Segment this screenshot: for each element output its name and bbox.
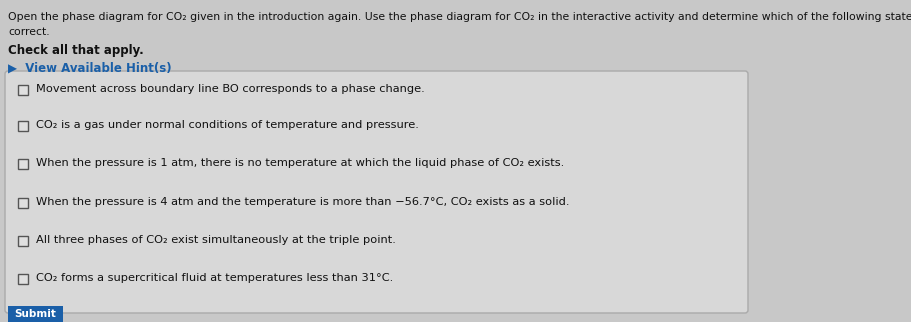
Bar [18, 236, 28, 246]
Text: correct.: correct. [8, 27, 49, 37]
Bar [18, 121, 28, 131]
Text: Open the phase diagram for CO₂ given in the introduction again. Use the phase di: Open the phase diagram for CO₂ given in … [8, 12, 911, 22]
Text: ▶  View Available Hint(s): ▶ View Available Hint(s) [8, 62, 171, 75]
Text: Movement across boundary line BO corresponds to a phase change.: Movement across boundary line BO corresp… [36, 84, 425, 94]
Bar [18, 85, 28, 95]
Bar [18, 159, 28, 169]
Text: When the pressure is 4 atm and the temperature is more than −56.7°C, CO₂ exists : When the pressure is 4 atm and the tempe… [36, 197, 569, 207]
Text: CO₂ is a gas under normal conditions of temperature and pressure.: CO₂ is a gas under normal conditions of … [36, 120, 419, 130]
Text: CO₂ forms a supercritical fluid at temperatures less than 31°C.: CO₂ forms a supercritical fluid at tempe… [36, 273, 394, 283]
Bar [18, 198, 28, 208]
Text: Check all that apply.: Check all that apply. [8, 44, 144, 57]
Bar [8, 74, 745, 310]
Text: All three phases of CO₂ exist simultaneously at the triple point.: All three phases of CO₂ exist simultaneo… [36, 235, 396, 245]
Bar [18, 274, 28, 284]
Text: When the pressure is 1 atm, there is no temperature at which the liquid phase of: When the pressure is 1 atm, there is no … [36, 158, 564, 168]
Bar [8, 306, 63, 322]
FancyBboxPatch shape [5, 71, 748, 313]
Text: Submit: Submit [14, 309, 56, 319]
